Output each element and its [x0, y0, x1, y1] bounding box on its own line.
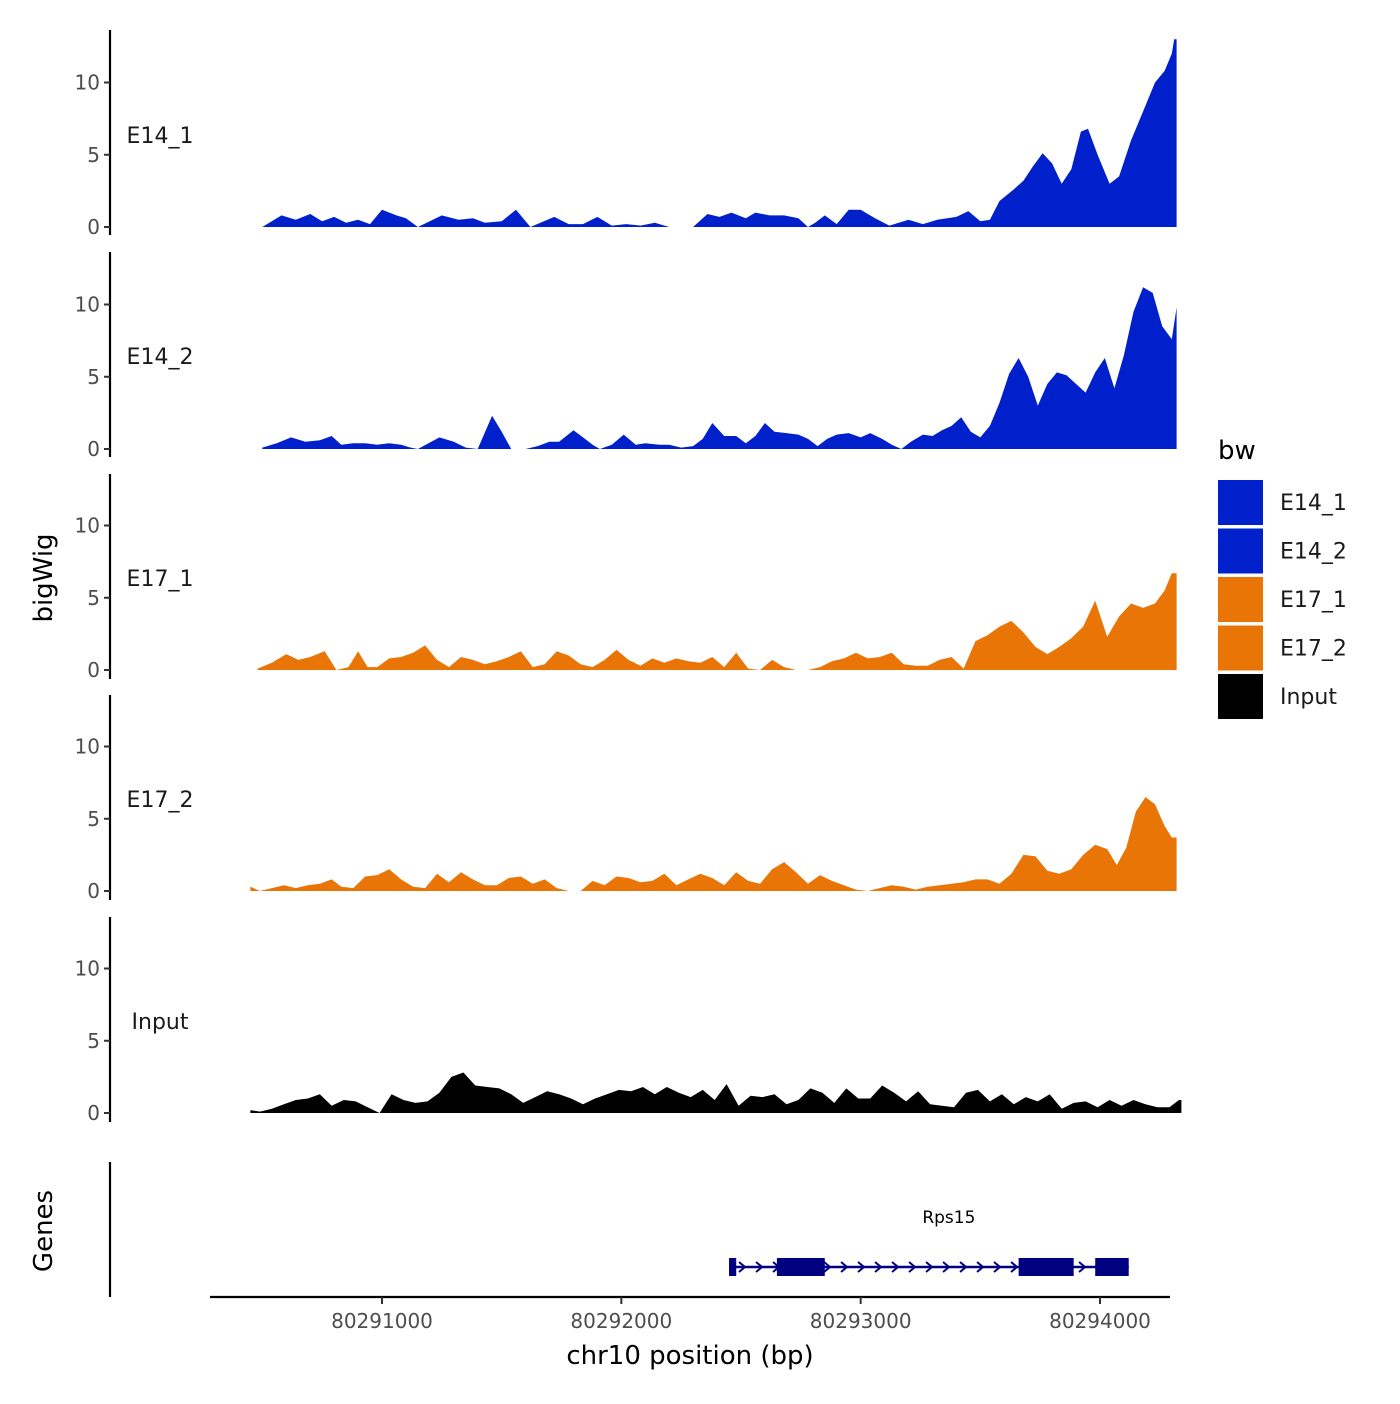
tracks-layer: 0 5 10 E14_1 0 5 10 E14_2 0 5 10 E17_1 0 5 10 E17_2 0 5 10…: [75, 30, 1182, 1125]
y-tick-label: 0: [87, 437, 100, 461]
legend-label: E14_2: [1280, 540, 1347, 565]
track-label-Input: Input: [132, 1010, 189, 1035]
track-label-E17_2: E17_2: [127, 788, 194, 813]
y-tick-label: 10: [75, 735, 100, 759]
strand-chevron: [959, 1261, 968, 1273]
legend-entry-E17_2: E17_2: [1218, 625, 1347, 671]
x-tick-label: 80291000: [331, 1309, 433, 1333]
gene-label: Rps15: [922, 1208, 975, 1228]
y-tick-label: 5: [87, 807, 100, 831]
y-tick-label: 5: [87, 1029, 100, 1053]
gene-exon: [729, 1258, 737, 1276]
y-tick-label: 0: [87, 658, 100, 682]
track-label-E17_1: E17_1: [127, 567, 194, 592]
legend-label: E17_1: [1280, 588, 1347, 613]
x-axis: 80291000 80292000 80293000 80294000: [210, 1295, 1170, 1333]
track-E17_2: 0 5 10 E17_2: [75, 695, 1177, 903]
x-tick-label: 80292000: [570, 1309, 672, 1333]
strand-chevron: [976, 1261, 985, 1273]
strand-chevron: [1078, 1261, 1087, 1273]
strand-chevron: [738, 1261, 747, 1273]
track-Input: 0 5 10 Input: [75, 917, 1182, 1125]
legend-swatch: [1218, 625, 1263, 671]
coverage-area-E14_2: [262, 287, 1177, 449]
strand-chevron: [823, 1261, 832, 1273]
strand-chevron: [874, 1261, 883, 1273]
y-tick-label: 10: [75, 957, 100, 981]
x-tick-label: 80293000: [810, 1309, 912, 1333]
gene-exon: [776, 1258, 825, 1276]
gene-Rps15: Rps15: [729, 1208, 1129, 1276]
gene-exon: [1018, 1258, 1074, 1276]
strand-chevron: [840, 1261, 849, 1273]
track-E14_2: 0 5 10 E14_2: [75, 252, 1177, 461]
coverage-area-Input: [250, 1072, 1182, 1113]
legend-label: E14_1: [1280, 491, 1347, 516]
legend-entry-Input: Input: [1218, 674, 1337, 719]
track-label-E14_1: E14_1: [127, 124, 194, 149]
legend-swatch: [1218, 528, 1263, 574]
coverage-area-E17_2: [250, 797, 1177, 891]
y-axis-title: bigWig: [29, 533, 59, 622]
legend-entry-E14_2: E14_2: [1218, 528, 1347, 574]
legend-swatch: [1218, 480, 1263, 525]
y-tick-label: 10: [75, 514, 100, 538]
y-tick-label: 5: [87, 143, 100, 167]
gene-exon: [1095, 1258, 1129, 1276]
genes-track-title: Genes: [29, 1190, 59, 1272]
strand-chevron: [891, 1261, 900, 1273]
strand-chevron: [908, 1261, 917, 1273]
x-axis-title: chr10 position (bp): [566, 1341, 813, 1371]
legend-label: E17_2: [1280, 637, 1347, 662]
legend-title: bw: [1218, 436, 1256, 466]
strand-chevron: [942, 1261, 951, 1273]
y-tick-label: 0: [87, 215, 100, 239]
track-E17_1: 0 5 10 E17_1: [75, 474, 1177, 682]
y-tick-label: 10: [75, 71, 100, 95]
y-tick-label: 10: [75, 293, 100, 317]
legend: bw E14_1 E14_2 E17_1 E17_2 Input: [1218, 436, 1347, 719]
strand-chevron: [1010, 1261, 1019, 1273]
y-tick-label: 0: [87, 879, 100, 903]
strand-chevron: [857, 1261, 866, 1273]
legend-entry-E14_1: E14_1: [1218, 480, 1347, 525]
strand-chevron: [993, 1261, 1002, 1273]
legend-label: Input: [1280, 685, 1337, 710]
legend-entry-E17_1: E17_1: [1218, 577, 1347, 622]
legend-swatch: [1218, 674, 1263, 719]
y-tick-label: 5: [87, 586, 100, 610]
track-label-E14_2: E14_2: [127, 345, 194, 370]
y-tick-label: 5: [87, 365, 100, 389]
track-E14_1: 0 5 10 E14_1: [75, 30, 1177, 239]
coverage-area-E14_1: [262, 39, 1177, 228]
y-tick-label: 0: [87, 1101, 100, 1125]
strand-chevron: [755, 1261, 764, 1273]
legend-swatch: [1218, 577, 1263, 622]
strand-chevron: [925, 1261, 934, 1273]
coverage-area-E17_1: [257, 573, 1177, 670]
genes-track: Rps15: [108, 1162, 1129, 1297]
x-tick-label: 80294000: [1049, 1309, 1151, 1333]
